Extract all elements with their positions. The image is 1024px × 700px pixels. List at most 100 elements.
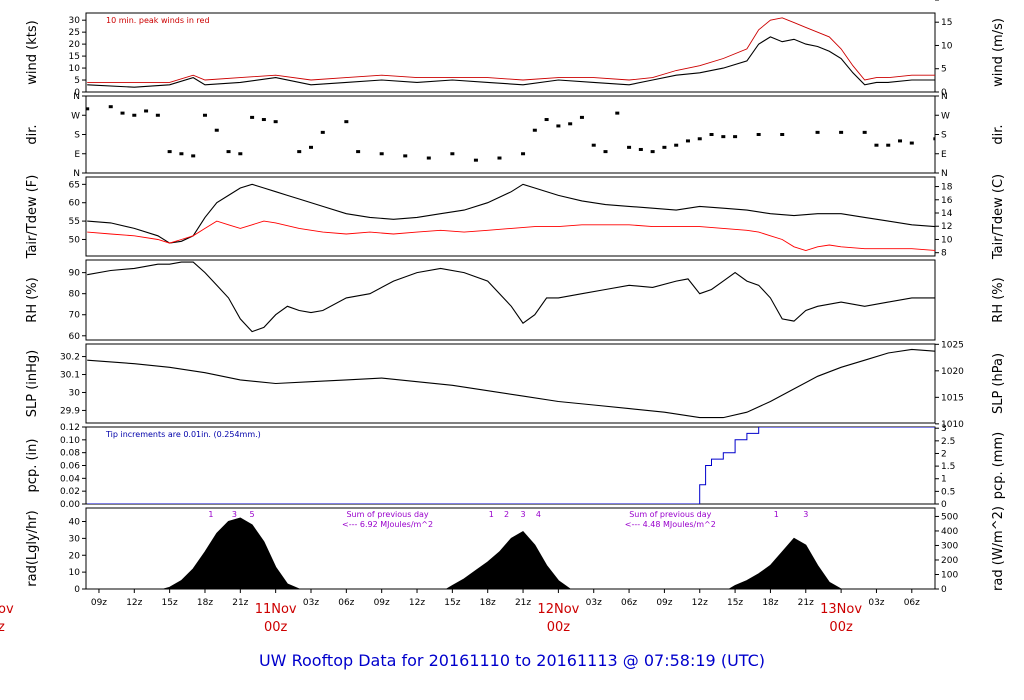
dir-point <box>132 113 137 117</box>
dir-point <box>638 147 643 151</box>
right-tick-label-dir: N <box>941 169 948 179</box>
panel-rh: 6070809060708090RH (%)RH (%) <box>25 0 1006 342</box>
rad-sum-label: Sum of previous day <box>346 510 428 519</box>
left-tick-label-dir: N <box>73 169 80 179</box>
right-tick-label-pcp: 2.5 <box>941 437 955 447</box>
left-tick-label-slp: 29.9 <box>60 406 80 416</box>
left-tick-label-dir: E <box>74 150 80 160</box>
note-pcp: Tip increments are 0.01in. (0.254mm.) <box>105 430 261 439</box>
x-tick-label: 12z <box>126 598 142 608</box>
right-tick-label-dir: W <box>941 111 950 121</box>
left-tick-label-rad: 10 <box>69 568 81 578</box>
left-tick-label-slp: 30.1 <box>60 371 80 381</box>
series-line-temp-1 <box>87 220 935 251</box>
dir-point <box>238 152 243 156</box>
ylabel-right-wind: wind (m/s) <box>991 18 1006 87</box>
left-tick-label-pcp: 0.10 <box>60 436 80 446</box>
ylabel-right-temp: Tair/Tdew (C) <box>991 174 1006 260</box>
dir-point <box>297 150 302 154</box>
right-tick-label-pcp: 0 <box>941 500 947 510</box>
right-tick-label-rad: 300 <box>941 541 958 551</box>
right-tick-label-dir: N <box>941 92 948 102</box>
dir-point <box>544 118 549 122</box>
rad-hour-label: 5 <box>250 510 255 519</box>
dir-point <box>86 107 90 111</box>
left-tick-label-pcp: 0.12 <box>60 423 80 433</box>
series-group-slp <box>87 348 935 419</box>
ylabel-right-slp: SLP (hPa) <box>991 353 1006 414</box>
ylabel-left-pcp: pcp. (in) <box>25 439 40 493</box>
x-tick-label: 09z <box>656 598 672 608</box>
dir-point <box>662 145 667 149</box>
dir-point <box>144 109 149 113</box>
right-tick-label-pcp: 1.5 <box>941 462 955 472</box>
left-tick-label-pcp: 0.08 <box>60 449 80 459</box>
x-tick-label: 09z <box>374 598 390 608</box>
x-tick-label: 03z <box>868 598 884 608</box>
x-tick-label: 15z <box>727 598 743 608</box>
right-tick-label-wind: 15 <box>941 18 952 28</box>
dir-point <box>226 150 231 154</box>
dir-point <box>191 154 196 158</box>
right-tick-label-temp: 16 <box>941 196 953 206</box>
x-tick-label: 03z <box>586 598 602 608</box>
right-tick-label-rad: 400 <box>941 527 958 537</box>
right-tick-label-pcp: 0.5 <box>941 487 955 497</box>
left-tick-label-wind: 10 <box>69 64 81 74</box>
right-tick-label-slp: 1025 <box>941 340 964 350</box>
dir-point <box>933 137 935 141</box>
left-tick-label-pcp: 0.06 <box>60 462 80 472</box>
panel-pcp: 0.00 0.02 0.04 0.06 0.08 0.10 0.12 0 0.5 1 1.5 2 2.5… <box>25 423 1006 510</box>
dir-point <box>450 152 455 156</box>
dir-point <box>709 133 714 136</box>
dir-point <box>886 143 891 147</box>
day-time-label: 00z <box>264 620 288 635</box>
day-date-label: 12Nov <box>537 602 579 617</box>
right-tick-label-pcp: 1 <box>941 475 947 485</box>
dir-point <box>756 133 761 136</box>
dir-point <box>167 150 172 154</box>
left-tick-label-dir: N <box>73 92 80 102</box>
rad-hour-label: 2 <box>504 510 509 519</box>
rad-sum-value: <--- 6.92 MJoules/m^2 <box>342 520 433 529</box>
series-group-pcp <box>87 427 935 504</box>
dir-point <box>379 152 384 156</box>
dir-point <box>627 145 632 149</box>
rad-hour-label: 3 <box>232 510 237 519</box>
day-time-label: 00z <box>547 620 571 635</box>
dir-point <box>685 139 690 143</box>
left-tick-label-pcp: 0.00 <box>60 500 80 510</box>
x-tick-label: 12z <box>409 598 425 608</box>
right-tick-label-pcp: 2 <box>941 449 947 459</box>
right-tick-label-rad: 0 <box>941 585 947 595</box>
dir-point <box>839 130 844 134</box>
dir-point <box>898 139 903 143</box>
left-tick-label-slp: 30.2 <box>60 353 80 363</box>
day-date-label: 11Nov <box>255 602 297 617</box>
ylabel-right-dir: dir. <box>991 124 1006 144</box>
right-tick-label-slp: 1015 <box>941 393 964 403</box>
right-tick-label-wind: 10 <box>941 41 953 51</box>
dir-point <box>874 143 879 147</box>
dir-point <box>615 111 620 115</box>
right-tick-label-temp: 12 <box>941 222 952 232</box>
x-tick-label: 06z <box>904 598 920 608</box>
panel-wind: 0 5 10 15 20 25 30 0 5 10 15 wind (kts) wind (m/s) 10… <box>25 12 1006 98</box>
panel-frame-rh <box>85 259 936 341</box>
dir-point <box>815 130 820 134</box>
left-cut-date-label: ov <box>0 602 14 617</box>
dir-point <box>155 113 160 117</box>
dir-point <box>108 105 113 109</box>
dir-point <box>862 130 867 134</box>
x-tick-label: 18z <box>762 598 778 608</box>
left-tick-label-pcp: 0.04 <box>60 474 80 484</box>
rad-sum-value: <--- 4.48 MJoules/m^2 <box>625 520 716 529</box>
right-tick-label-rh: 80 <box>941 0 953 3</box>
dir-point <box>603 150 608 154</box>
series-line-pcp <box>87 427 935 504</box>
series-line-temp-0 <box>87 183 935 244</box>
series-line-wind-1 <box>87 17 935 83</box>
day-time-label: 00z <box>829 620 853 635</box>
